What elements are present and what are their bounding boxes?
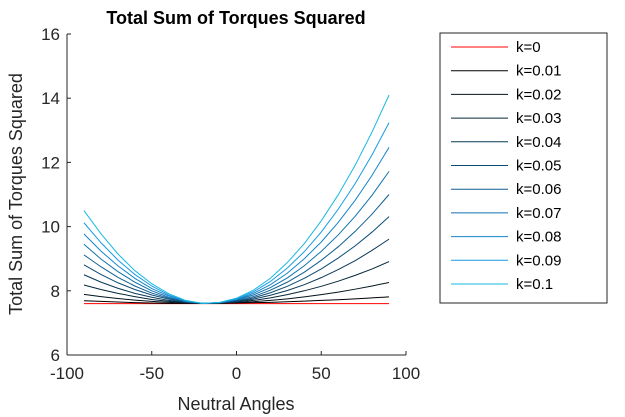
legend-items: k=0 k=0.01 k=0.02 k=0.03 k=0.04 k=0.05 k=0.06 k… [451, 39, 561, 293]
x-ticks: -100 -50 0 50 100 [50, 351, 420, 383]
x-tick-label: 100 [392, 364, 420, 383]
y-tick-label: 14 [41, 89, 60, 108]
series-layer [83, 94, 390, 305]
legend-entry-label: k=0.1 [516, 276, 553, 293]
chart-title: Total Sum of Torques Squared [106, 8, 365, 28]
legend-entry-label: k=0.06 [516, 181, 561, 198]
x-tick-label: -100 [50, 364, 84, 383]
legend-entry-label: k=0.04 [516, 134, 561, 151]
y-tick-label: 16 [41, 25, 60, 44]
series-line [83, 147, 390, 304]
y-axis-label: Total Sum of Torques Squared [6, 73, 26, 315]
legend-box [439, 32, 608, 304]
plot-area: -100 -50 0 50 100 6 8 10 12 14 16 [41, 25, 420, 383]
series-line [83, 122, 390, 304]
x-tick-label: -50 [139, 364, 164, 383]
legend-entry-label: k=0.01 [516, 63, 561, 80]
y-tick-label: 6 [51, 346, 60, 365]
legend-entry-label: k=0.02 [516, 86, 561, 103]
y-tick-label: 10 [41, 218, 60, 237]
legend-entry-label: k=0.03 [516, 110, 561, 127]
legend-entry-label: k=0 [516, 39, 541, 56]
x-tick-label: 0 [232, 364, 241, 383]
series-line [83, 216, 390, 304]
y-tick-label: 8 [51, 282, 60, 301]
legend-entry-label: k=0.05 [516, 158, 561, 175]
y-tick-label: 12 [41, 153, 60, 172]
legend: k=0 k=0.01 k=0.02 k=0.03 k=0.04 k=0.05 k=0.06 k… [439, 32, 608, 304]
series-line [83, 194, 390, 304]
series-line [83, 94, 390, 304]
legend-entry-label: k=0.08 [516, 229, 561, 246]
legend-entry-label: k=0.07 [516, 205, 561, 222]
series-line [83, 238, 390, 304]
x-tick-label: 50 [312, 364, 331, 383]
legend-entry-label: k=0.09 [516, 252, 561, 269]
x-axis-label: Neutral Angles [177, 394, 294, 414]
series-line [83, 281, 390, 304]
plot-background [67, 34, 406, 355]
y-ticks: 6 8 10 12 14 16 [41, 25, 71, 365]
